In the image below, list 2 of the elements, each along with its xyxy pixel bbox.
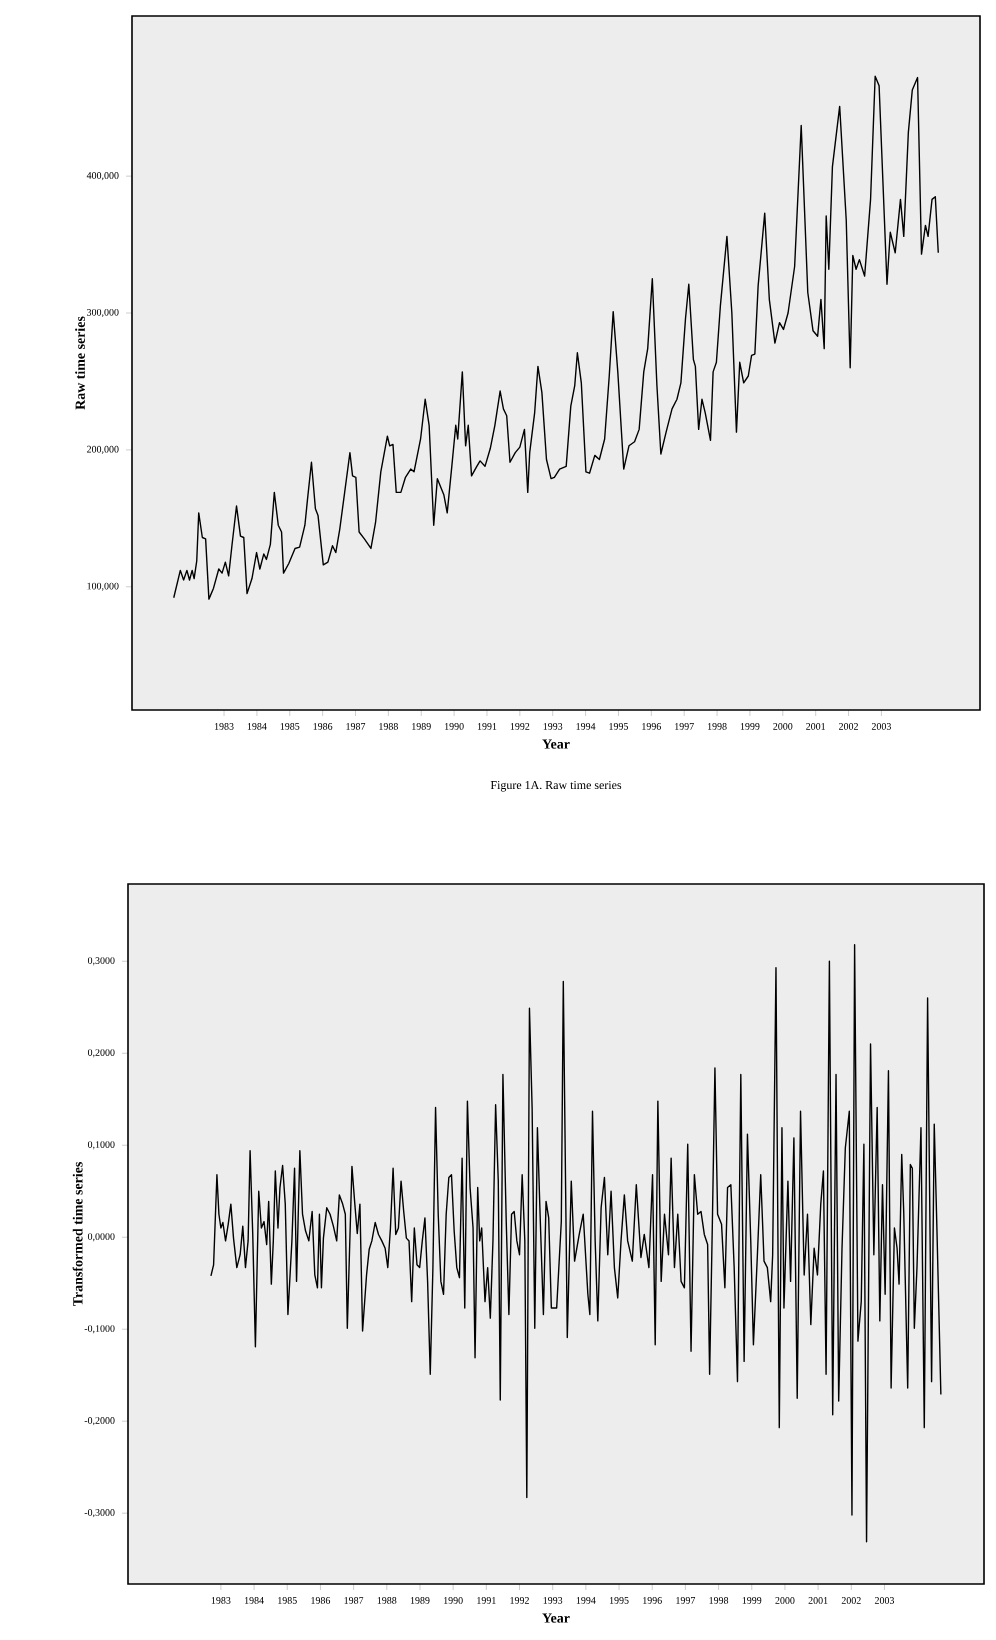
line-series	[210, 944, 942, 1543]
line-series	[173, 75, 939, 600]
